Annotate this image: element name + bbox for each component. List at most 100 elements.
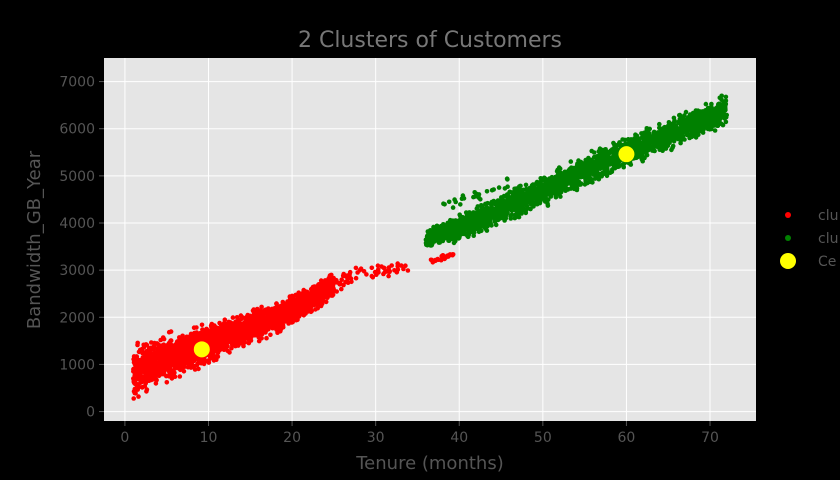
point-series-0 xyxy=(303,308,309,314)
point-series-0 xyxy=(234,341,239,347)
point-series-0 xyxy=(251,312,257,318)
point-series-1 xyxy=(451,240,457,246)
point-series-1 xyxy=(709,101,714,107)
point-series-0 xyxy=(184,334,190,340)
point-series-1 xyxy=(639,131,644,136)
point-series-0 xyxy=(395,261,401,266)
point-series-1 xyxy=(568,159,574,164)
point-series-0 xyxy=(153,374,159,379)
point-series-0 xyxy=(188,350,194,356)
point-series-0 xyxy=(166,341,171,347)
point-series-0 xyxy=(216,328,222,334)
point-series-0 xyxy=(207,333,213,339)
point-series-1 xyxy=(678,117,684,122)
point-series-0 xyxy=(140,364,146,370)
point-series-0 xyxy=(318,278,324,283)
point-series-1 xyxy=(582,182,588,187)
point-series-0 xyxy=(199,322,205,328)
point-series-0 xyxy=(181,353,186,358)
point-series-0 xyxy=(242,324,248,330)
point-series-0 xyxy=(297,298,302,304)
point-series-0 xyxy=(315,305,321,311)
point-series-0 xyxy=(217,332,222,337)
point-series-0 xyxy=(252,328,258,333)
point-series-0 xyxy=(241,331,246,337)
point-series-0 xyxy=(156,355,162,361)
point-series-0 xyxy=(186,340,192,345)
point-series-0 xyxy=(210,355,216,360)
point-series-1 xyxy=(712,128,718,133)
point-series-0 xyxy=(143,375,148,380)
point-series-1 xyxy=(523,182,529,188)
point-series-1 xyxy=(723,94,729,100)
point-series-0 xyxy=(144,367,150,372)
point-series-1 xyxy=(489,199,495,205)
point-series-0 xyxy=(173,356,179,362)
point-series-0 xyxy=(211,343,217,349)
point-series-0 xyxy=(288,301,293,307)
point-series-0 xyxy=(142,361,148,366)
point-series-0 xyxy=(293,312,299,318)
point-series-0 xyxy=(431,258,436,264)
point-series-1 xyxy=(711,123,717,128)
point-series-0 xyxy=(279,310,284,315)
point-series-0 xyxy=(177,354,183,360)
point-series-1 xyxy=(682,117,687,122)
point-series-0 xyxy=(143,381,148,386)
point-series-0 xyxy=(182,364,187,370)
point-series-0 xyxy=(375,267,381,273)
point-series-0 xyxy=(133,377,139,382)
point-series-0 xyxy=(259,317,264,322)
grid-lines xyxy=(104,58,756,421)
point-series-0 xyxy=(252,332,257,338)
point-series-0 xyxy=(274,326,280,332)
point-series-0 xyxy=(300,299,306,305)
point-series-0 xyxy=(142,350,148,356)
point-series-0 xyxy=(256,334,262,340)
point-series-0 xyxy=(309,308,315,314)
point-series-0 xyxy=(213,348,218,353)
point-series-0 xyxy=(172,363,177,368)
point-series-0 xyxy=(225,348,230,354)
point-series-1 xyxy=(707,120,713,125)
point-series-0 xyxy=(271,312,276,318)
point-series-0 xyxy=(196,335,202,341)
point-series-0 xyxy=(144,387,150,392)
point-series-0 xyxy=(294,293,299,298)
point-series-0 xyxy=(240,315,245,320)
point-series-1 xyxy=(669,147,674,153)
point-series-0 xyxy=(155,365,160,371)
point-series-0 xyxy=(134,354,139,359)
point-series-0 xyxy=(247,325,253,331)
point-series-0 xyxy=(316,282,322,287)
point-series-0 xyxy=(140,346,145,352)
point-series-0 xyxy=(194,362,200,368)
point-series-0 xyxy=(342,273,348,279)
point-series-1 xyxy=(591,150,597,155)
point-series-0 xyxy=(303,294,309,300)
point-series-0 xyxy=(241,343,246,349)
point-series-0 xyxy=(201,333,207,339)
point-series-0 xyxy=(286,317,292,323)
point-series-1 xyxy=(453,237,458,242)
point-series-0 xyxy=(148,361,153,367)
point-series-0 xyxy=(139,385,145,390)
point-series-0 xyxy=(247,321,253,326)
point-series-1 xyxy=(671,139,677,144)
point-series-1 xyxy=(537,200,543,206)
point-series-0 xyxy=(264,335,269,341)
point-series-1 xyxy=(657,121,662,127)
point-series-1 xyxy=(670,143,676,149)
point-series-0 xyxy=(339,286,344,292)
point-series-1 xyxy=(523,210,529,216)
point-series-1 xyxy=(476,229,482,235)
point-series-0 xyxy=(192,336,197,342)
point-series-0 xyxy=(166,357,171,362)
point-series-0 xyxy=(169,372,175,377)
point-series-0 xyxy=(353,265,359,271)
point-series-0 xyxy=(289,293,295,299)
point-series-0 xyxy=(358,266,364,272)
point-series-0 xyxy=(164,380,170,385)
point-series-0 xyxy=(194,325,199,330)
point-series-0 xyxy=(268,308,274,314)
